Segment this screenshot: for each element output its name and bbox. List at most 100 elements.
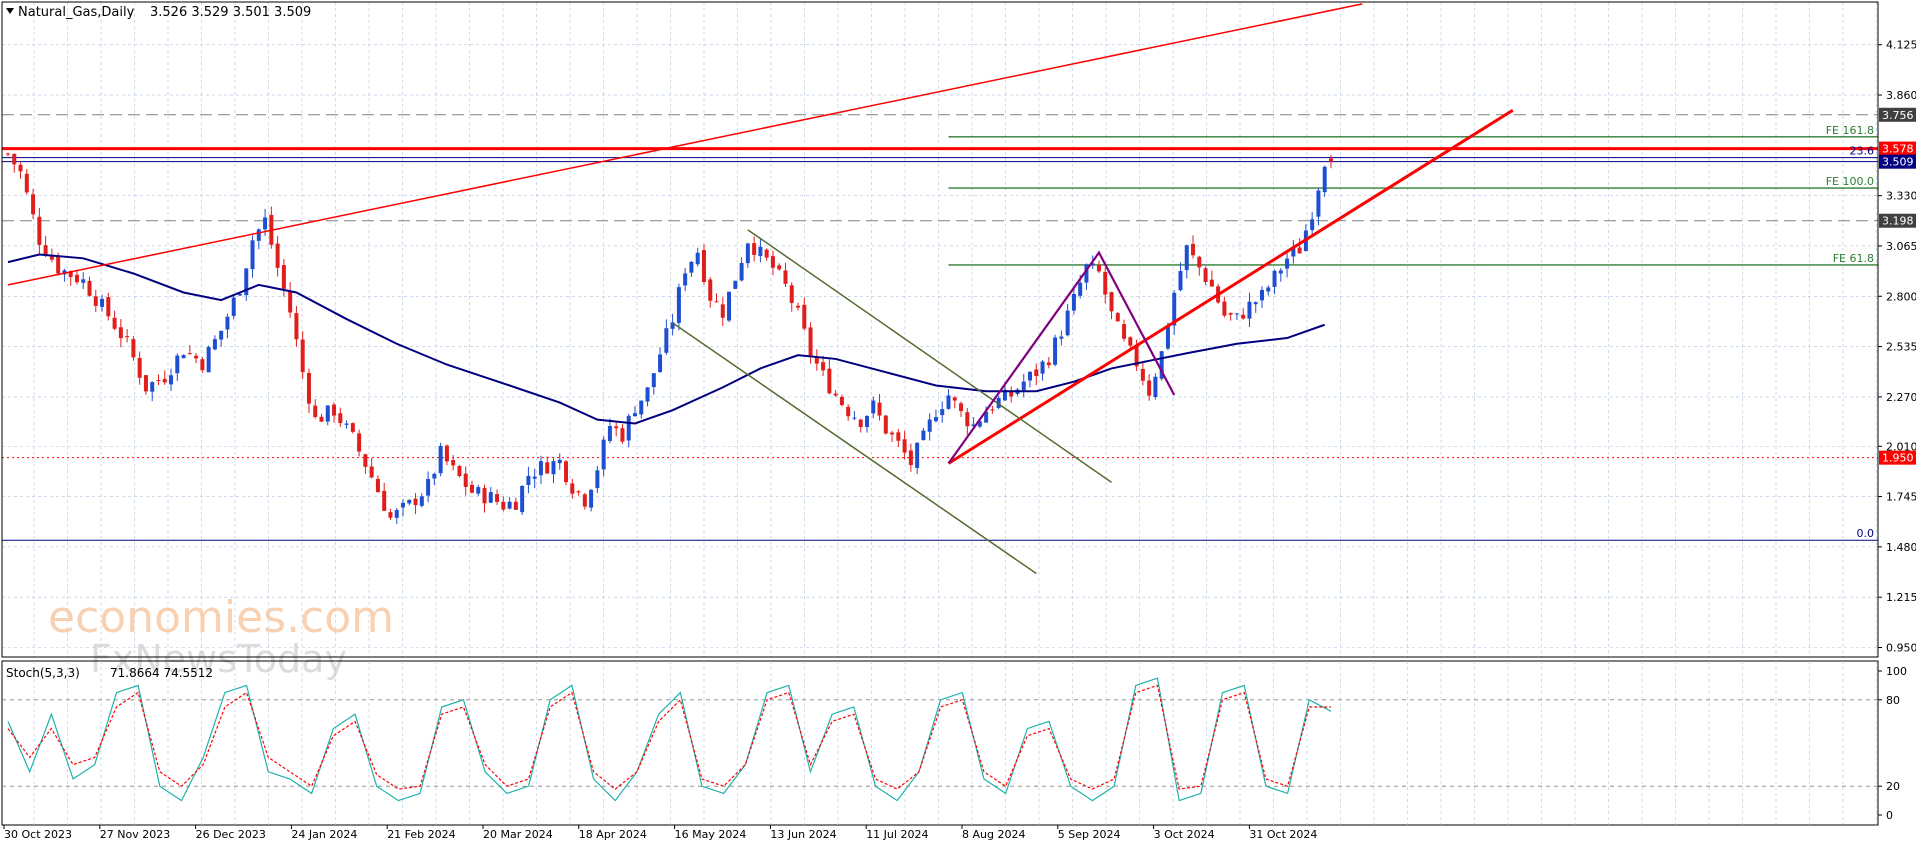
candle-body [112, 317, 117, 329]
candle-body [363, 454, 368, 467]
candle-body [1053, 337, 1058, 365]
candle-body [1316, 190, 1321, 217]
stoch-line [7, 677, 1332, 802]
candle-body [74, 274, 79, 283]
candle-body [143, 375, 148, 392]
candle-body [1021, 381, 1026, 391]
candle-body [1241, 314, 1246, 319]
candle-body [495, 494, 500, 502]
candle-body [777, 265, 782, 270]
candle-body [219, 330, 224, 340]
candle-body [87, 280, 92, 296]
candle-body [1147, 380, 1152, 396]
candle-body [990, 409, 995, 411]
candle-body [959, 403, 964, 412]
candle-body [419, 496, 424, 506]
candle-body [745, 243, 750, 264]
candle-body [1253, 302, 1258, 305]
candle-body [1103, 271, 1108, 295]
candle-body [871, 400, 876, 414]
candle-body [1197, 256, 1202, 268]
candle-body [601, 439, 606, 470]
candle-body [263, 217, 268, 230]
candle-body [444, 445, 449, 462]
candle-body [1184, 245, 1189, 271]
y-tick-label: 2.010 [1886, 440, 1916, 453]
candle-body [1178, 271, 1183, 291]
candle-body [921, 430, 926, 441]
price-candles [6, 152, 1333, 524]
candle-body [250, 240, 255, 270]
candle-body [244, 268, 249, 296]
stoch-title: Stoch(5,3,3) [6, 666, 80, 680]
candle-body [49, 255, 54, 260]
candle-body [501, 501, 506, 510]
candle-body [683, 273, 688, 286]
candle-body [701, 250, 706, 282]
candle-body [313, 405, 318, 417]
candle-body [676, 287, 681, 323]
candle-body [802, 304, 807, 329]
candle-body [194, 355, 199, 359]
candle-body [808, 327, 813, 356]
candle-body [538, 461, 543, 476]
candle-body [965, 412, 970, 427]
stoch-tick-label: 80 [1886, 694, 1900, 707]
candle-body [570, 483, 575, 494]
candle-body [890, 432, 895, 435]
candle-body [670, 322, 675, 329]
candle-body [1234, 313, 1239, 315]
candle-body [946, 395, 951, 409]
candle-body [1153, 376, 1158, 398]
candle-body [689, 261, 694, 273]
candle-body [181, 355, 186, 359]
candle-body [469, 484, 474, 493]
price-badge-label: 1.950 [1882, 452, 1914, 465]
candle-body [18, 164, 23, 172]
candle-body [150, 382, 155, 392]
candle-body [908, 450, 913, 466]
candle-body [357, 433, 362, 452]
fibonacci-label: FE 161.8 [1826, 124, 1874, 137]
retracement-label: 23.6 [1850, 145, 1875, 158]
moving-average-line [7, 253, 1326, 425]
trendline [7, 3, 1363, 286]
candle-body [237, 294, 242, 296]
candle-body [789, 285, 794, 303]
candle-body [332, 404, 337, 416]
price-badge-label: 3.756 [1882, 109, 1914, 122]
candle-body [401, 502, 406, 508]
x-tick-label: 18 Apr 2024 [579, 828, 647, 840]
candle-body [877, 402, 882, 416]
candle-body [833, 393, 838, 396]
candle-body [927, 419, 932, 432]
candle-body [1222, 301, 1227, 316]
candle-body [764, 249, 769, 258]
candle-body [118, 327, 123, 339]
candle-body [513, 501, 518, 510]
candle-body [1191, 243, 1196, 256]
time-axis: 30 Oct 2023 27 Nov 2023 26 Dec 2023 24 Jan … [3, 825, 1317, 841]
trendline [947, 108, 1514, 465]
candle-body [56, 256, 61, 274]
candle-body [1291, 247, 1296, 257]
candle-body [137, 357, 142, 378]
candle-body [915, 442, 920, 468]
price-axis: 4.125 3.860 3.330 3.065 2.800 2.535 2.270 2.010… [1878, 39, 1916, 655]
y-tick-label: 2.270 [1886, 391, 1916, 404]
candle-body [1209, 279, 1214, 287]
candle-body [758, 246, 763, 257]
candle-body [225, 316, 230, 330]
candle-body [43, 245, 48, 256]
candle-body [1090, 263, 1095, 265]
candle-body [300, 339, 305, 373]
candle-body [1134, 344, 1139, 367]
collapse-triangle-icon[interactable] [6, 8, 14, 14]
watermark: economies.com FxNewsToday [48, 592, 394, 681]
candle-body [896, 432, 901, 441]
candle-body [68, 271, 73, 277]
y-tick-label: 1.215 [1886, 591, 1916, 604]
candle-body [375, 478, 380, 493]
